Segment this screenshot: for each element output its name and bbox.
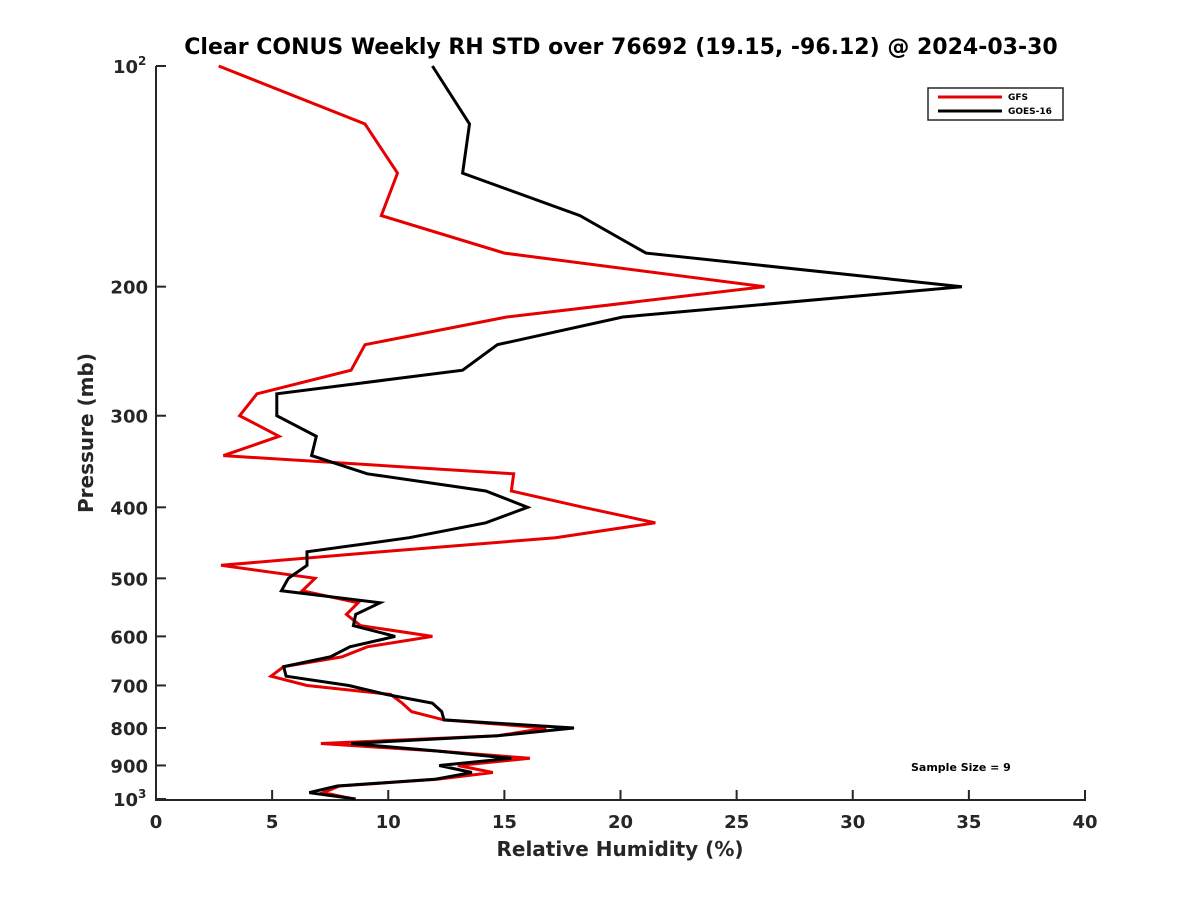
legend-label-goes16: GOES-16 — [1008, 107, 1052, 117]
y-tick-label: 900 — [110, 756, 148, 777]
y-tick-label-exponent: 2 — [138, 54, 146, 68]
y-tick-label: 800 — [110, 719, 148, 740]
y-axis-label: Pressure (mb) — [74, 353, 98, 513]
x-tick-label: 25 — [724, 812, 749, 833]
y-tick-label: 10 — [113, 57, 138, 78]
y-tick-label: 10 — [113, 790, 138, 811]
x-tick-label: 10 — [376, 812, 401, 833]
x-tick-label: 5 — [266, 812, 279, 833]
chart-title: Clear CONUS Weekly RH STD over 76692 (19… — [184, 35, 1057, 60]
x-tick-label: 15 — [492, 812, 517, 833]
x-tick-label: 40 — [1072, 812, 1097, 833]
legend: GFS GOES-16 — [927, 87, 1064, 121]
y-tick-label-exponent: 3 — [138, 787, 146, 801]
y-tick-label: 200 — [110, 278, 148, 299]
y-tick-label: 400 — [110, 498, 148, 519]
sample-size-annotation: Sample Size = 9 — [911, 761, 1011, 774]
x-tick-label: 35 — [956, 812, 981, 833]
y-tick-label: 600 — [110, 627, 148, 648]
x-axis-label: Relative Humidity (%) — [496, 837, 743, 861]
legend-box — [927, 87, 1064, 121]
x-ticks: 0 5 10 15 20 25 30 35 40 — [150, 790, 1098, 833]
series-lines — [218, 64, 963, 801]
series-line-goes16 — [275, 65, 963, 801]
y-tick-label: 500 — [110, 569, 148, 590]
x-tick-label: 0 — [150, 812, 163, 833]
y-tick-label: 700 — [110, 676, 148, 697]
axes — [155, 66, 1086, 801]
y-tick-label: 300 — [110, 407, 148, 428]
x-tick-label: 30 — [840, 812, 865, 833]
x-tick-label: 20 — [608, 812, 633, 833]
series-line-gfs — [218, 64, 765, 801]
legend-label-gfs: GFS — [1008, 93, 1028, 103]
